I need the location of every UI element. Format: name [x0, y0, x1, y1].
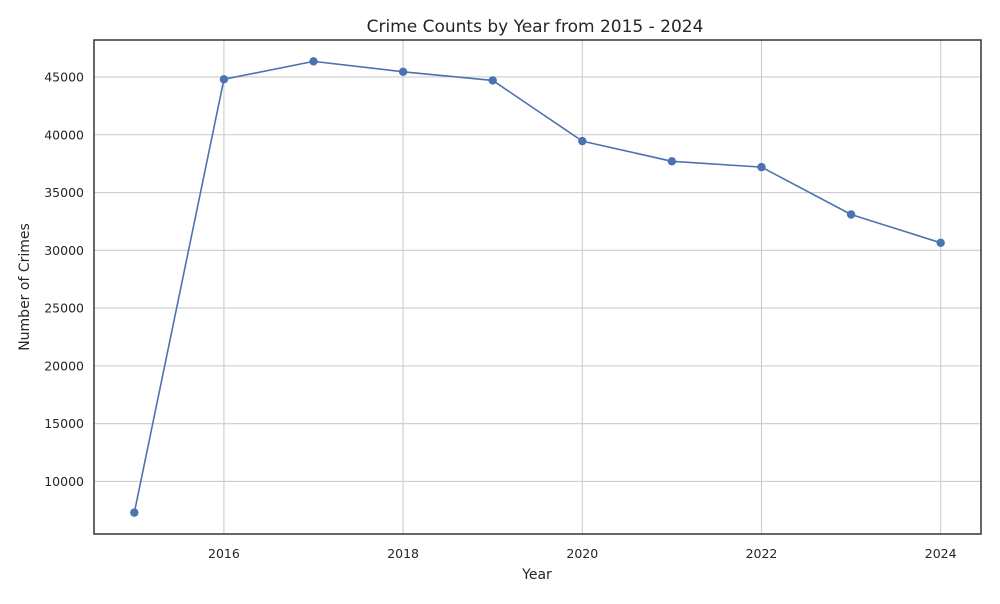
y-tick-label: 45000 [44, 69, 84, 84]
x-tick-label: 2024 [925, 546, 957, 561]
data-point [578, 136, 587, 146]
y-tick-label: 35000 [44, 185, 84, 200]
data-point [757, 162, 766, 172]
grid [94, 40, 981, 534]
series-line [133, 60, 941, 513]
data-point [846, 210, 856, 219]
chart-title: Crime Counts by Year from 2015 - 2024 [367, 17, 704, 37]
data-point [309, 57, 318, 66]
x-tick-label: 2018 [387, 546, 419, 561]
y-tick-label: 40000 [44, 127, 84, 142]
y-tick-label: 10000 [44, 474, 84, 489]
series [130, 57, 945, 517]
data-point [130, 508, 139, 517]
y-tick-label: 30000 [44, 243, 84, 258]
x-tick-label: 2022 [746, 546, 778, 561]
tick-labels: 2016 2018 2020 2022 2024 10000 15000 20000 25000… [44, 69, 956, 561]
y-tick-label: 15000 [44, 416, 84, 431]
data-point [219, 75, 229, 84]
data-point [488, 76, 497, 85]
data-point [667, 157, 677, 166]
data-point [936, 238, 945, 247]
x-axis-label: Year [521, 567, 552, 583]
y-tick-label: 25000 [44, 301, 84, 316]
plot-frame [93, 39, 982, 535]
x-tick-label: 2020 [566, 546, 598, 561]
data-point [398, 67, 408, 76]
x-tick-label: 2016 [208, 546, 240, 561]
y-tick-label: 20000 [44, 358, 84, 373]
y-axis-label: Number of Crimes [17, 223, 33, 351]
